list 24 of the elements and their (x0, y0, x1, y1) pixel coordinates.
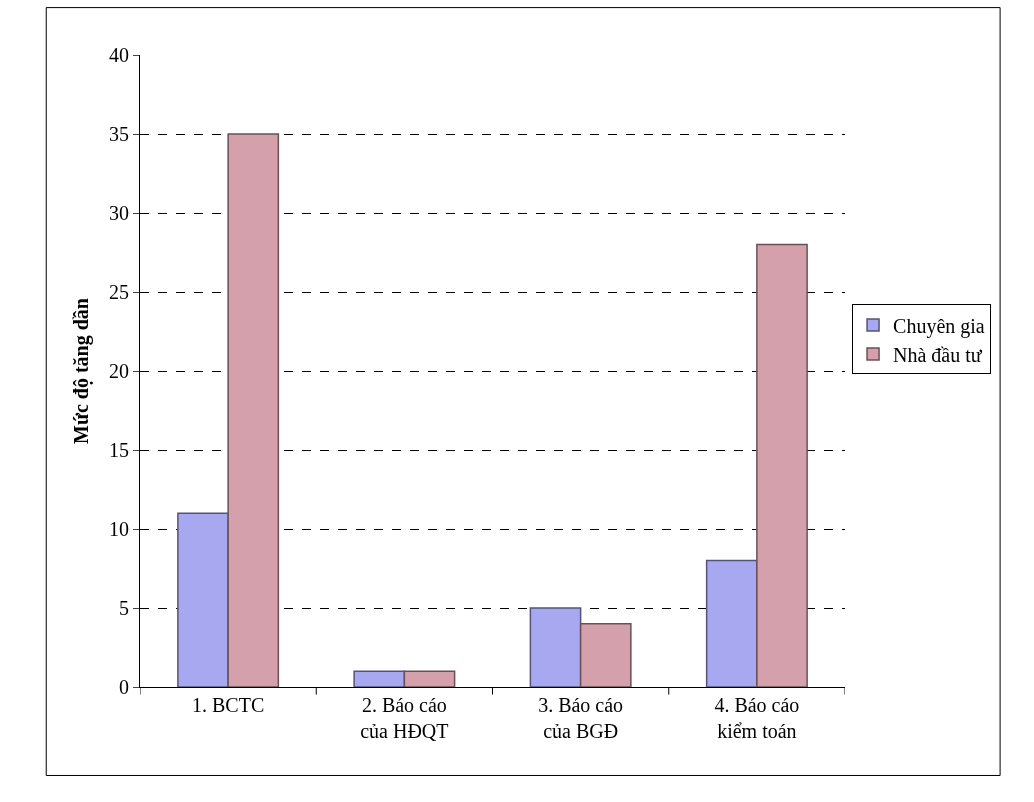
legend-label: Nhà đầu tư (893, 343, 983, 366)
x-tick-label: 1. BCTC (192, 694, 265, 716)
y-tick-label: 10 (109, 518, 129, 540)
bar (227, 133, 280, 687)
legend-label: Chuyên gia (893, 314, 985, 338)
y-tick-label: 20 (109, 360, 129, 382)
x-tick-label: 3. Báo cáo của BGĐ (538, 694, 624, 742)
x-tick-label: 2. Báo cáo của HĐQT (360, 694, 449, 742)
y-tick-label: 25 (109, 281, 129, 303)
bar (529, 607, 582, 687)
y-tick-label: 30 (109, 202, 129, 224)
bar (177, 512, 229, 687)
bar (353, 670, 406, 687)
x-tick-label: 4. Báo cáo kiểm toán (714, 694, 800, 742)
bar (403, 670, 456, 687)
y-tick-label: 35 (109, 123, 129, 145)
bar (756, 243, 808, 687)
y-tick-label: 40 (109, 44, 129, 66)
bar (579, 623, 632, 687)
bar (705, 559, 758, 687)
y-axis-title: Mức độ tăng dần (69, 298, 93, 444)
y-tick-label: 0 (119, 676, 129, 698)
y-tick-label: 5 (119, 597, 129, 619)
y-tick-label: 15 (109, 439, 129, 461)
